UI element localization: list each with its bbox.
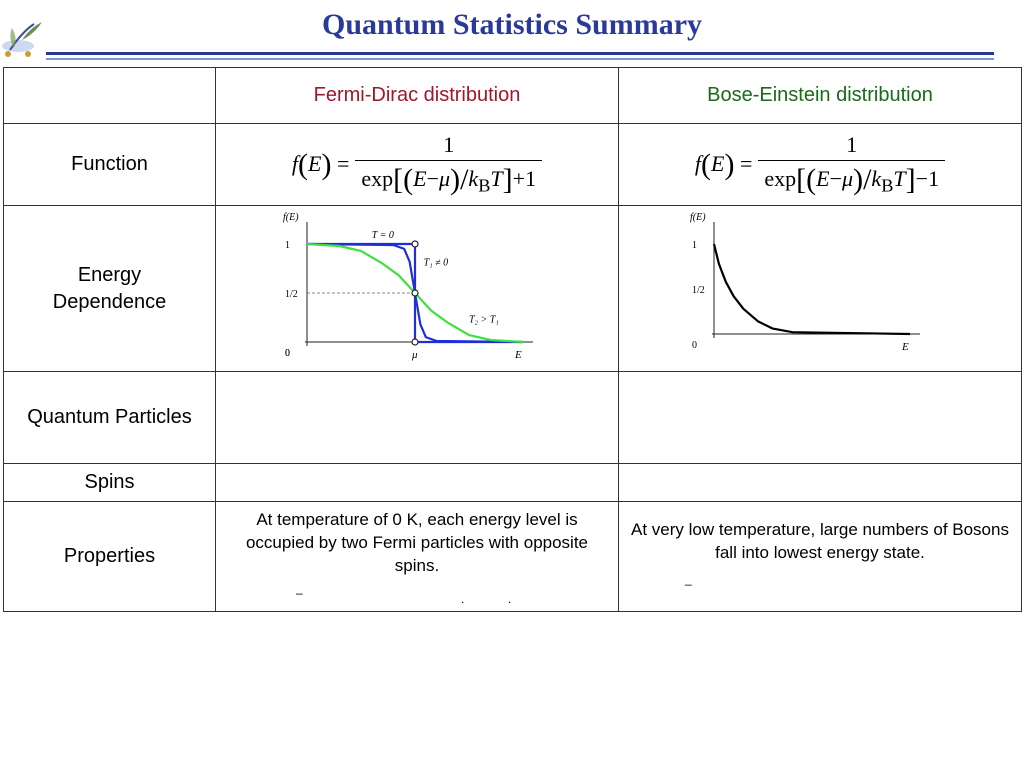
step-top-marker — [411, 239, 419, 248]
stray-mark: _ — [685, 572, 692, 586]
fd-particles-cell — [215, 371, 619, 464]
x-axis-label: E — [514, 349, 522, 361]
x-tick-label: μ — [411, 349, 418, 361]
fd-spins-cell — [215, 463, 619, 502]
table-row-spins: Spins — [3, 463, 1022, 502]
annotation-t0: T = 0 — [372, 230, 394, 241]
header-fermi-dirac: Fermi-Dirac distribution — [215, 67, 619, 124]
y-axis-label: f(E) — [283, 212, 299, 223]
fd-formula: f(E) = 1 exp[(E−μ)/kBT]+1 — [216, 132, 618, 197]
be-denominator: exp[(E−μ)/kBT]−1 — [764, 163, 940, 196]
table-row-energy: Energy Dependence f(E) E 0 1/2 1 μ T = 0 T₁ ≠ 0 T… — [3, 205, 1022, 372]
annotation-t2: T₂ > T₁ — [469, 314, 499, 325]
summary-table: Fermi-Dirac distribution Bose-Einstein d… — [3, 67, 1022, 612]
be-spins-cell — [618, 463, 1022, 502]
table-row-function: Function f(E) = 1 exp[(E−μ)/kBT]+1 f(E) … — [3, 123, 1022, 206]
be-chart: f(E) E 0 1/2 1 — [690, 212, 920, 353]
be-properties-cell: At very low temperature, large numbers o… — [618, 501, 1022, 612]
y-tick-label: 0 — [285, 348, 290, 359]
be-formula: f(E) = 1 exp[(E−μ)/kBT]−1 — [619, 132, 1021, 197]
row-label-properties: Properties — [3, 501, 216, 612]
row-label-spins: Spins — [3, 463, 216, 502]
stray-mark: . — [461, 592, 465, 606]
y-tick-label: 1/2 — [692, 285, 705, 296]
leaf-logo-icon — [2, 22, 42, 57]
series-line-0 — [712, 243, 911, 335]
y-tick-label: 1 — [692, 240, 697, 251]
step-bottom-marker — [411, 337, 419, 346]
fd-properties-cell: At temperature of 0 K, each energy level… — [215, 501, 619, 612]
be-properties-text: At very low temperature, large numbers o… — [631, 520, 1009, 562]
fd-numerator: 1 — [443, 132, 455, 157]
be-numerator: 1 — [846, 132, 858, 157]
fd-denominator: exp[(E−μ)/kBT]+1 — [361, 163, 537, 196]
stray-mark: – — [296, 586, 303, 600]
header-empty — [3, 67, 216, 124]
x-axis-label: E — [901, 341, 909, 353]
mu-marker — [411, 288, 419, 297]
be-formula-cell: f(E) = 1 exp[(E−μ)/kBT]−1 — [618, 123, 1022, 206]
fd-formula-cell: f(E) = 1 exp[(E−μ)/kBT]+1 — [215, 123, 619, 206]
be-chart-cell: f(E) E 0 1/2 1 — [618, 205, 1022, 372]
title-rule-thin — [46, 58, 994, 60]
fd-properties-text: At temperature of 0 K, each energy level… — [245, 510, 589, 575]
row-label-particles: Quantum Particles — [3, 371, 216, 464]
be-particles-cell — [618, 371, 1022, 464]
table-row-properties: Properties At temperature of 0 K, each e… — [3, 501, 1022, 612]
table-header-row: Fermi-Dirac distribution Bose-Einstein d… — [3, 67, 1022, 124]
row-label-function: Function — [3, 123, 216, 206]
table-row-particles: Quantum Particles — [3, 371, 1022, 464]
y-tick-label: 1 — [285, 240, 290, 251]
fd-chart-cell: f(E) E 0 1/2 1 μ T = 0 T₁ ≠ 0 T₂ > T₁ 0 — [215, 205, 619, 372]
annotation-t1: T₁ ≠ 0 — [424, 257, 449, 268]
y-tick-label: 0 — [692, 340, 697, 351]
y-axis-label: f(E) — [690, 212, 706, 223]
header-bose-einstein: Bose-Einstein distribution — [618, 67, 1022, 124]
title-rule — [46, 52, 994, 55]
stray-mark: . — [508, 592, 512, 606]
origin-label: 0 — [285, 348, 290, 359]
y-tick-label: 1/2 — [285, 289, 298, 300]
page-title: Quantum Statistics Summary — [321, 8, 703, 41]
row-label-energy: Energy Dependence — [3, 205, 216, 372]
